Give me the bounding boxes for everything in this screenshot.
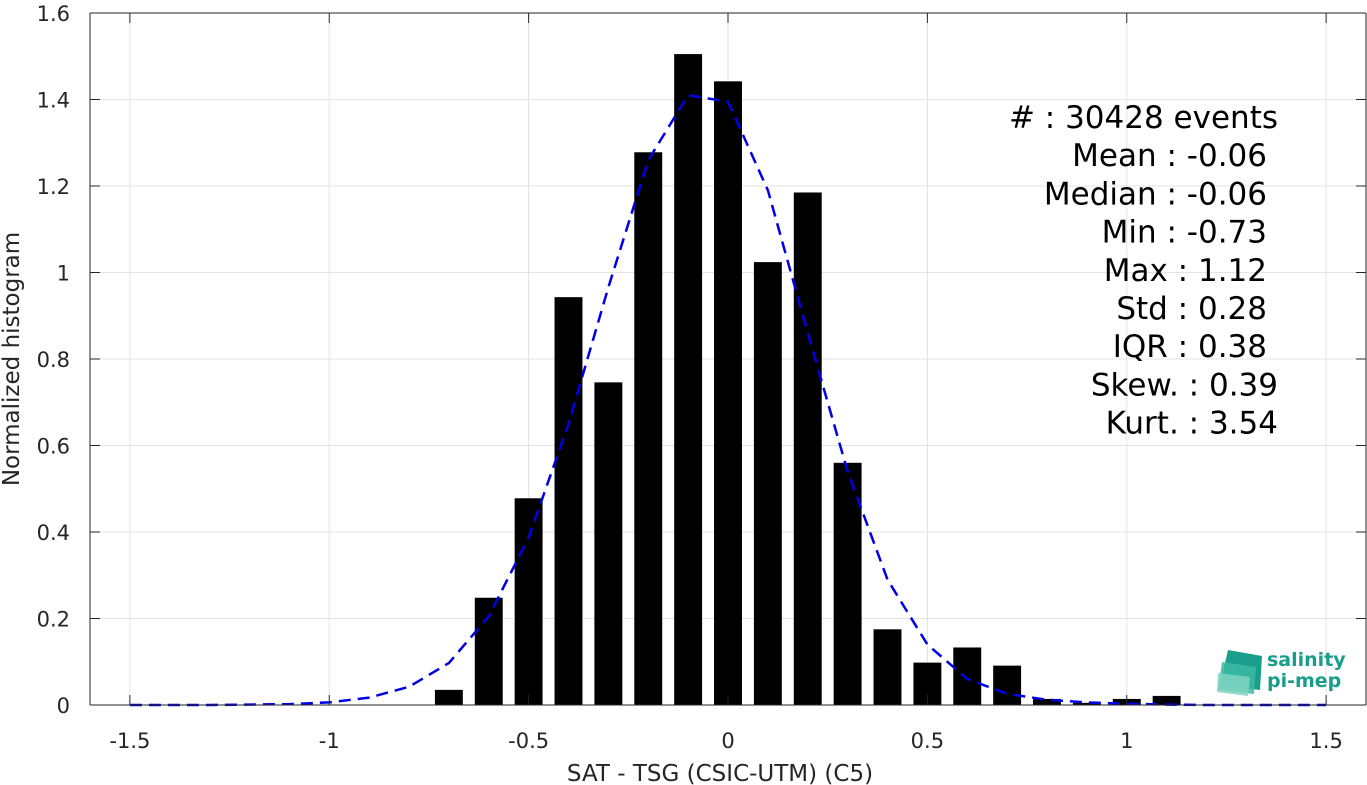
y-tick-label: 0.6 [37,435,70,459]
logo-line2: pi-mep [1267,670,1341,692]
axes [89,12,1367,706]
x-tick-label: -1.5 [109,729,150,753]
stats-line: Median : -0.06 [1044,176,1267,212]
logo-line1: salinity [1267,649,1346,671]
y-tick-label: 1.2 [37,175,70,199]
y-tick-label: 0.2 [37,608,70,632]
salinity-pi-mep-logo: salinity pi-mep [1217,649,1346,696]
histogram-bar [993,665,1022,705]
histogram-bar [634,152,663,705]
y-tick-label: 0.8 [37,348,70,372]
x-tick-labels: -1.5 -1 -0.5 0 0.5 1 1.5 [109,729,1342,753]
histogram-bar [514,498,543,705]
y-tick-label: 1 [57,262,70,286]
histogram-bar [434,689,463,705]
histogram-bar [714,81,742,705]
stats-line: Mean : -0.06 [1072,138,1267,174]
y-axis-label: Normalized histogram [0,232,25,486]
x-tick-label: 1.5 [1309,729,1342,753]
stats-line: Max : 1.12 [1104,253,1267,289]
x-axis-label: SAT - TSG (CSIC-UTM) (C5) [567,761,873,785]
y-tick-label: 1.4 [37,89,70,113]
stats-line: # : 30428 events [1009,100,1278,136]
stats-line: Skew. : 0.39 [1091,367,1278,403]
histogram-bar [594,382,623,705]
x-tick-label: 1 [1120,729,1133,753]
stats-line: IQR : 0.38 [1113,329,1267,365]
x-tick-label: -0.5 [508,729,549,753]
y-tick-label: 0 [57,694,70,718]
stats-line: Std : 0.28 [1116,291,1267,327]
histogram-bar [1072,702,1101,705]
histogram-bar [1033,698,1061,705]
histogram-bar [953,647,982,705]
histogram-bar [793,192,822,706]
x-tick-label: 0.5 [911,729,944,753]
stats-line: Kurt. : 3.54 [1106,406,1278,442]
histogram-bar [674,54,703,705]
logo-wave-icon [1217,650,1262,696]
histogram-bars [434,54,1181,706]
x-tick-label: 0 [721,729,734,753]
histogram-bar [833,462,862,705]
y-tick-label: 0.4 [37,521,70,545]
stats-line: Min : -0.73 [1102,215,1267,251]
histogram-bar [873,629,902,705]
histogram-bar [753,262,782,705]
y-tick-labels: 0 0.2 0.4 0.6 0.8 1 1.2 1.4 1.6 [37,2,70,718]
histogram-bar [554,297,583,705]
histogram-bar [1152,695,1181,705]
x-tick-label: -1 [319,729,340,753]
y-tick-label: 1.6 [37,2,70,26]
